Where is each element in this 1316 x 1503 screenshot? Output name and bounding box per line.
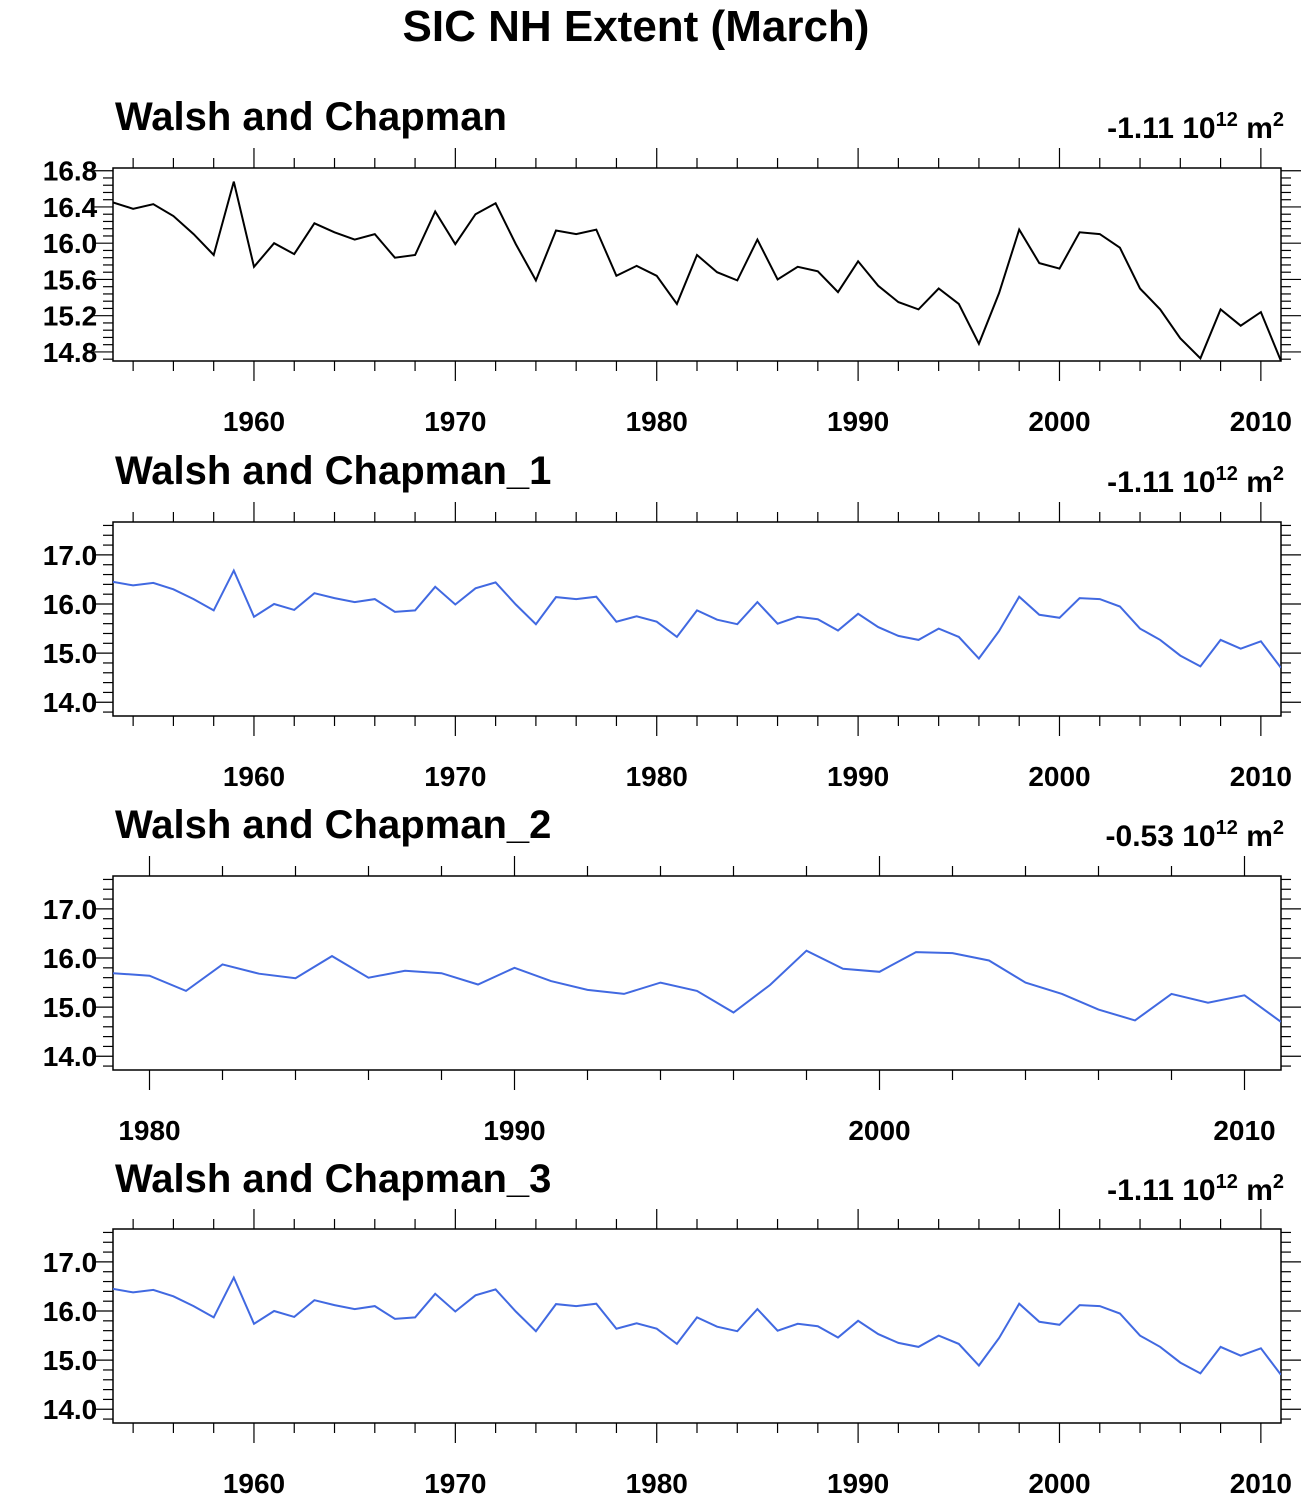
y-tick-label: 17.0 bbox=[43, 894, 98, 925]
trend-value: -1.11 10 bbox=[1107, 1174, 1215, 1207]
y-tick-label: 16.0 bbox=[43, 943, 98, 974]
x-tick-label: 1990 bbox=[827, 761, 889, 792]
y-tick-label: 16.0 bbox=[43, 228, 98, 259]
panel-title: Walsh and Chapman bbox=[115, 95, 507, 139]
x-tick-label: 1980 bbox=[626, 761, 688, 792]
x-tick-label: 2000 bbox=[1028, 406, 1090, 437]
trend-exponent: 12 bbox=[1216, 463, 1238, 485]
x-tick-label: 2010 bbox=[1230, 406, 1292, 437]
trend-annotation: -1.11 1012 m2 bbox=[1107, 109, 1284, 145]
trend-exponent: 12 bbox=[1216, 1171, 1238, 1193]
trend-value: -1.11 10 bbox=[1107, 466, 1215, 499]
x-tick-label: 1970 bbox=[424, 1468, 486, 1499]
y-tick-label: 16.8 bbox=[43, 156, 98, 187]
x-tick-label: 2000 bbox=[1028, 1468, 1090, 1499]
y-tick-label: 17.0 bbox=[43, 540, 98, 571]
x-tick-label: 2010 bbox=[1213, 1115, 1275, 1146]
y-tick-label: 16.4 bbox=[43, 192, 98, 223]
y-tick-label: 15.0 bbox=[43, 992, 98, 1023]
x-tick-label: 1960 bbox=[223, 761, 285, 792]
trend-annotation: -1.11 1012 m2 bbox=[1107, 463, 1284, 499]
x-tick-label: 1990 bbox=[827, 406, 889, 437]
x-tick-label: 1990 bbox=[827, 1468, 889, 1499]
y-tick-label: 16.0 bbox=[43, 589, 98, 620]
trend-unit: m bbox=[1238, 112, 1273, 145]
y-tick-label: 15.6 bbox=[43, 264, 98, 295]
panel-2: Walsh and Chapman_1 -1.11 1012 m2 14.0 15.0… bbox=[43, 449, 1301, 792]
trend-value: -1.11 10 bbox=[1107, 112, 1215, 145]
trend-unit: m bbox=[1238, 1174, 1273, 1207]
y-tick-label: 17.0 bbox=[43, 1247, 98, 1278]
plot-frame bbox=[112, 167, 1282, 362]
trend-unit-exponent: 2 bbox=[1273, 109, 1284, 131]
x-tick-label: 1960 bbox=[223, 1468, 285, 1499]
x-tick-label: 1990 bbox=[483, 1115, 545, 1146]
y-tick-label: 15.0 bbox=[43, 638, 98, 669]
y-tick-label: 14.0 bbox=[43, 687, 98, 718]
plot-frame bbox=[112, 875, 1282, 1071]
trend-exponent: 12 bbox=[1216, 109, 1238, 131]
trend-unit: m bbox=[1238, 820, 1273, 853]
panel-title: Walsh and Chapman_3 bbox=[115, 1157, 551, 1201]
series-line bbox=[113, 949, 1281, 1023]
x-tick-label: 1970 bbox=[424, 761, 486, 792]
panel-title: Walsh and Chapman_2 bbox=[115, 803, 551, 847]
series-line bbox=[113, 181, 1281, 361]
x-tick-label: 2010 bbox=[1230, 761, 1292, 792]
plot-frame bbox=[112, 1228, 1282, 1424]
y-tick-label: 15.2 bbox=[43, 301, 98, 332]
panel-title: Walsh and Chapman_1 bbox=[115, 449, 551, 493]
series-line bbox=[113, 568, 1281, 669]
trend-exponent: 12 bbox=[1216, 817, 1238, 839]
trend-annotation: -0.53 1012 m2 bbox=[1106, 817, 1284, 853]
series-line bbox=[113, 1275, 1281, 1376]
y-tick-label: 14.0 bbox=[43, 1041, 98, 1072]
y-tick-label: 14.8 bbox=[43, 337, 98, 368]
x-tick-label: 2000 bbox=[848, 1115, 910, 1146]
trend-unit-exponent: 2 bbox=[1273, 1171, 1284, 1193]
panel-4: Walsh and Chapman_3 -1.11 1012 m2 14.0 15.0… bbox=[43, 1157, 1301, 1499]
x-tick-label: 2000 bbox=[1028, 761, 1090, 792]
x-tick-label: 1980 bbox=[626, 406, 688, 437]
y-tick-label: 14.0 bbox=[43, 1394, 98, 1425]
trend-unit-exponent: 2 bbox=[1273, 463, 1284, 485]
trend-unit-exponent: 2 bbox=[1273, 817, 1284, 839]
y-tick-label: 15.0 bbox=[43, 1345, 98, 1376]
x-tick-label: 2010 bbox=[1230, 1468, 1292, 1499]
trend-value: -0.53 10 bbox=[1106, 820, 1216, 853]
x-tick-label: 1980 bbox=[626, 1468, 688, 1499]
y-tick-label: 16.0 bbox=[43, 1296, 98, 1327]
x-tick-label: 1970 bbox=[424, 406, 486, 437]
trend-unit: m bbox=[1238, 466, 1273, 499]
trend-annotation: -1.11 1012 m2 bbox=[1107, 1171, 1284, 1207]
panel-1: Walsh and Chapman -1.11 1012 m2 14.8 15.2 15… bbox=[43, 95, 1301, 437]
x-tick-label: 1980 bbox=[118, 1115, 180, 1146]
plot-frame bbox=[112, 521, 1282, 717]
panel-3: Walsh and Chapman_2 -0.53 1012 m2 14.0 15.0… bbox=[43, 803, 1301, 1146]
x-tick-label: 1960 bbox=[223, 406, 285, 437]
figure-title: SIC NH Extent (March) bbox=[402, 2, 870, 51]
